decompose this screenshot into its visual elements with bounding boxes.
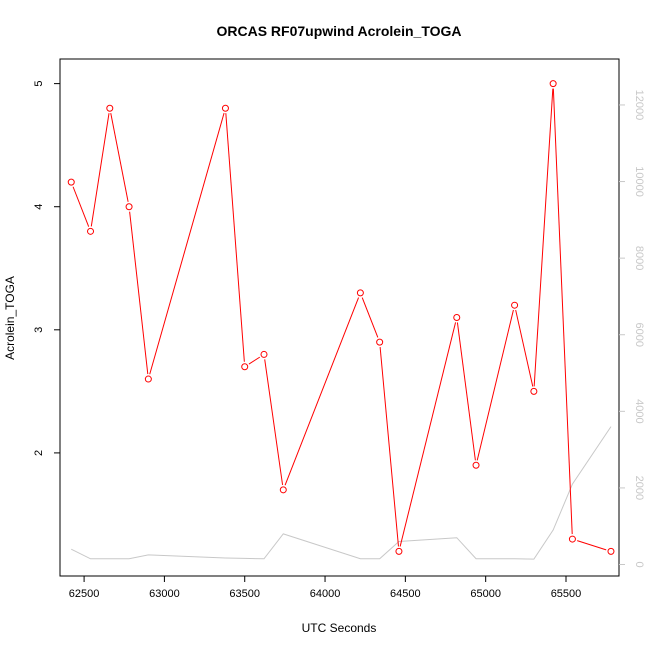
series-segment-5 (225, 113, 245, 362)
x-axis-label: UTC Seconds (302, 621, 377, 635)
data-point-6 (241, 363, 249, 371)
series-segment-6 (248, 356, 261, 365)
x-axis: 62500 63000 63500 64000 64500 65000 65500 (69, 576, 581, 600)
data-point-10 (376, 338, 384, 346)
data-point-13 (472, 461, 480, 469)
data-point-4 (144, 375, 152, 383)
data-point-15 (530, 387, 538, 395)
series-segment-4 (149, 112, 225, 375)
series-layer (67, 80, 615, 560)
series-segment-0 (72, 186, 90, 227)
data-point-12 (453, 314, 461, 321)
data-point-11 (395, 547, 403, 555)
series-segment-7 (264, 359, 284, 485)
series-segment-10 (379, 347, 399, 547)
series-segment-3 (129, 211, 149, 375)
x-tick-label-3: 64000 (310, 588, 341, 600)
series-segment-15 (533, 88, 554, 387)
data-point-17 (568, 535, 576, 543)
y-tick-label-3: 5 (33, 81, 45, 87)
y2-tick-label-4: 8000 (633, 246, 645, 270)
series-segment-14 (515, 309, 534, 387)
plot-area-border (59, 58, 620, 577)
data-point-2 (106, 104, 114, 112)
data-point-18 (607, 547, 615, 555)
y-tick-label-2: 4 (33, 204, 45, 210)
data-point-8 (279, 486, 287, 494)
y2-tick-label-0: 0 (633, 561, 645, 567)
series-segment-17 (577, 540, 607, 551)
x-tick-label-4: 64500 (390, 588, 421, 600)
data-point-16 (549, 80, 557, 88)
series-segment-2 (110, 113, 129, 202)
data-point-9 (356, 289, 364, 297)
series-segment-12 (456, 322, 476, 461)
x-tick-label-0: 62500 (69, 588, 100, 600)
series-segment-9 (361, 297, 379, 338)
series-segment-1 (90, 113, 110, 227)
data-point-0 (67, 178, 75, 186)
series-segment-13 (476, 309, 514, 461)
y2-tick-label-6: 12000 (633, 90, 645, 121)
data-point-14 (511, 301, 519, 309)
series-segment-8 (284, 297, 360, 486)
data-point-5 (221, 104, 229, 112)
chart-title: ORCAS RF07upwind Acrolein_TOGA (216, 23, 461, 39)
y-tick-label-0: 2 (33, 450, 45, 456)
y2-tick-label-1: 2000 (633, 476, 645, 500)
y2-tick-label-2: 4000 (633, 399, 645, 423)
x-tick-label-6: 65500 (551, 588, 582, 600)
x-tick-label-5: 65000 (470, 588, 501, 600)
x-tick-label-2: 63500 (229, 588, 260, 600)
data-point-7 (260, 350, 268, 358)
y-tick-label-1: 3 (33, 327, 45, 333)
y-axis-label: Acrolein_TOGA (3, 276, 17, 360)
y2-tick-label-5: 10000 (633, 166, 645, 197)
series-line-right (71, 426, 612, 560)
data-point-3 (125, 203, 133, 211)
data-point-1 (87, 227, 95, 235)
y2-tick-label-3: 6000 (633, 322, 645, 346)
series-segment-16 (552, 88, 573, 535)
series-segment-11 (399, 322, 457, 547)
y-axis: 2 3 4 5 (33, 81, 60, 456)
x-tick-label-1: 63000 (149, 588, 180, 600)
y-axis-right: 0 2000 4000 6000 8000 10000 12000 (619, 90, 645, 568)
